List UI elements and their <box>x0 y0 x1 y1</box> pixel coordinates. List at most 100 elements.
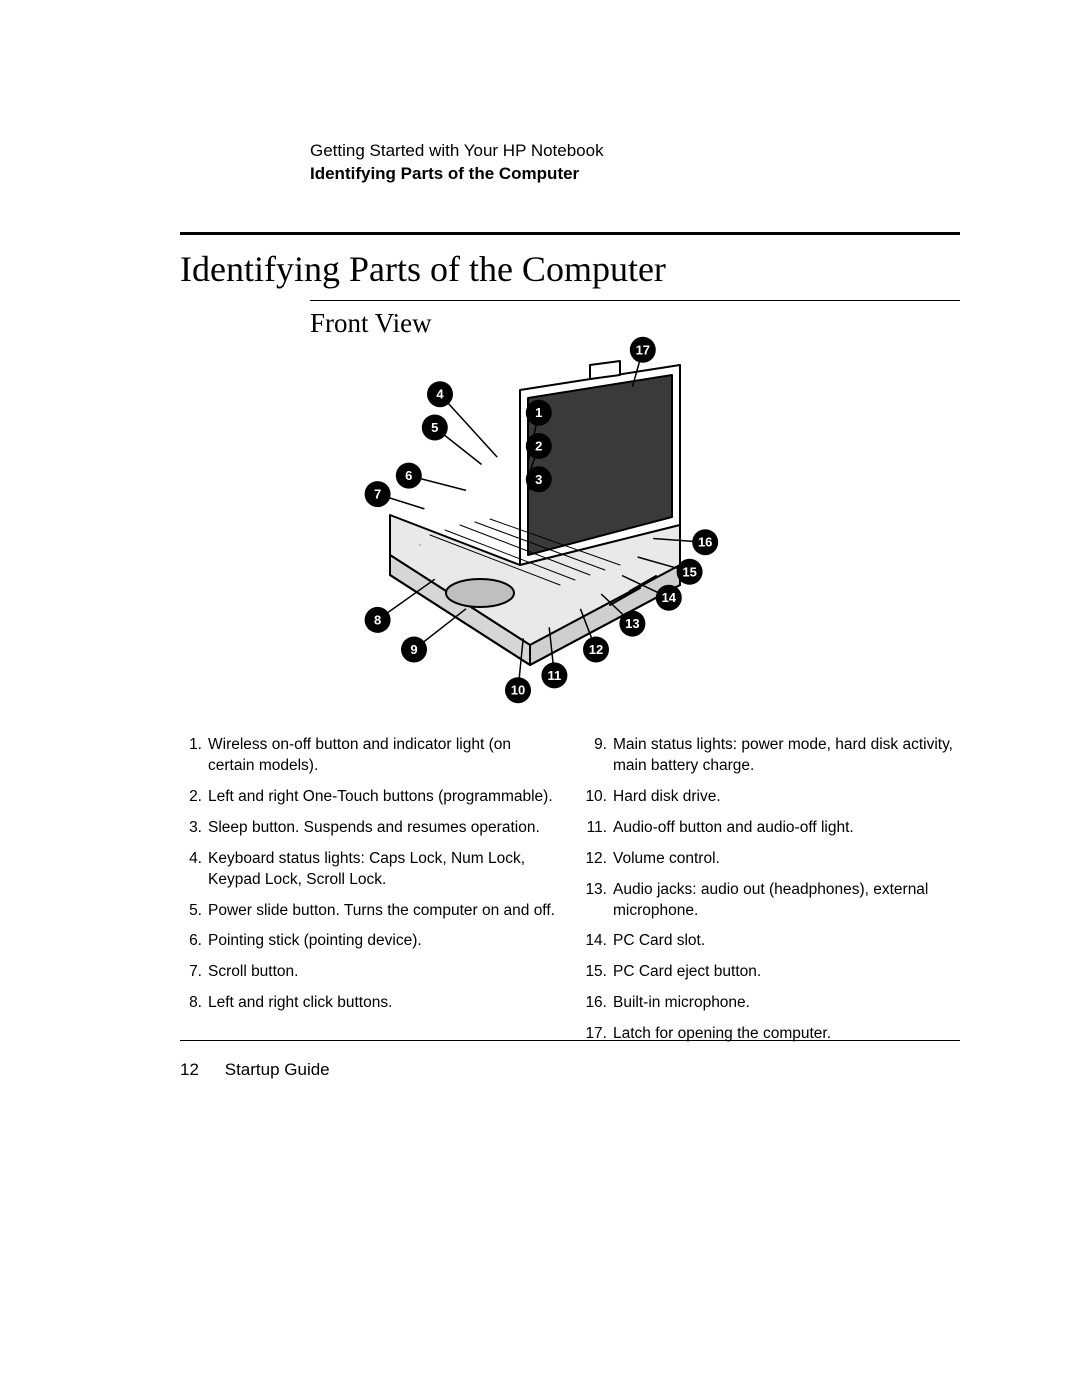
legend-item: 6.Pointing stick (pointing device). <box>180 931 555 952</box>
running-header-chapter: Getting Started with Your HP Notebook <box>310 140 604 163</box>
legend-item: 10.Hard disk drive. <box>585 787 960 808</box>
legend-item-number: 11. <box>585 818 613 839</box>
legend-item: 9.Main status lights: power mode, hard d… <box>585 735 960 777</box>
svg-text:1: 1 <box>535 405 542 420</box>
legend-item-text: Built-in microphone. <box>613 993 960 1014</box>
legend-item-text: Latch for opening the computer. <box>613 1024 960 1045</box>
legend-item: 4.Keyboard status lights: Caps Lock, Num… <box>180 849 555 891</box>
svg-text:8: 8 <box>374 612 381 627</box>
svg-text:17: 17 <box>636 342 650 357</box>
page-number: 12 <box>180 1060 220 1080</box>
svg-text:13: 13 <box>625 616 639 631</box>
footer-doc-title: Startup Guide <box>225 1060 330 1079</box>
callout-11: 11 <box>541 662 567 688</box>
legend-column-left: 1.Wireless on-off button and indicator l… <box>180 735 555 1055</box>
callout-10: 10 <box>505 677 531 703</box>
document-page: Getting Started with Your HP Notebook Id… <box>0 0 1080 1397</box>
svg-text:15: 15 <box>682 564 696 579</box>
svg-text:12: 12 <box>589 642 603 657</box>
legend-item-number: 16. <box>585 993 613 1014</box>
legend-item-number: 1. <box>180 735 208 777</box>
callout-7: 7 <box>365 481 391 507</box>
footer-rule <box>180 1040 960 1041</box>
legend-item: 7.Scroll button. <box>180 962 555 983</box>
svg-text:10: 10 <box>511 683 525 698</box>
legend-item: 11.Audio-off button and audio-off light. <box>585 818 960 839</box>
legend-item-text: Audio-off button and audio-off light. <box>613 818 960 839</box>
legend-item: 15.PC Card eject button. <box>585 962 960 983</box>
legend-item-number: 15. <box>585 962 613 983</box>
legend-columns: 1.Wireless on-off button and indicator l… <box>180 735 960 1055</box>
legend-item-text: Audio jacks: audio out (headphones), ext… <box>613 880 960 922</box>
callout-2: 2 <box>526 433 552 459</box>
legend-item-text: PC Card slot. <box>613 931 960 952</box>
callout-1: 1 <box>526 400 552 426</box>
callout-16: 16 <box>692 529 718 555</box>
svg-text:5: 5 <box>431 420 438 435</box>
legend-item: 12.Volume control. <box>585 849 960 870</box>
legend-item-text: Hard disk drive. <box>613 787 960 808</box>
callout-13: 13 <box>619 611 645 637</box>
legend-item: 3.Sleep button. Suspends and resumes ope… <box>180 818 555 839</box>
callout-17: 17 <box>630 337 656 363</box>
legend-item-text: Pointing stick (pointing device). <box>208 931 555 952</box>
legend-item-number: 9. <box>585 735 613 777</box>
laptop-diagram-svg: 1234567891011121314151617 <box>310 335 830 705</box>
legend-item: 13.Audio jacks: audio out (headphones), … <box>585 880 960 922</box>
legend-item-number: 10. <box>585 787 613 808</box>
legend-item-number: 13. <box>585 880 613 922</box>
legend-item-number: 3. <box>180 818 208 839</box>
heading-rule-thick <box>180 232 960 235</box>
legend-item-text: Wireless on-off button and indicator lig… <box>208 735 555 777</box>
legend-item-text: Main status lights: power mode, hard dis… <box>613 735 960 777</box>
legend-item-number: 8. <box>180 993 208 1014</box>
callout-5: 5 <box>422 415 448 441</box>
callout-12: 12 <box>583 637 609 663</box>
legend-item-text: Scroll button. <box>208 962 555 983</box>
legend-item-text: Left and right One-Touch buttons (progra… <box>208 787 555 808</box>
legend-item-text: Keyboard status lights: Caps Lock, Num L… <box>208 849 555 891</box>
legend-item-number: 14. <box>585 931 613 952</box>
front-view-diagram: 1234567891011121314151617 <box>310 335 830 705</box>
callout-6: 6 <box>396 463 422 489</box>
svg-text:6: 6 <box>405 468 412 483</box>
svg-text:16: 16 <box>698 535 712 550</box>
running-header-section: Identifying Parts of the Computer <box>310 163 604 186</box>
legend-item-text: Volume control. <box>613 849 960 870</box>
callout-4: 4 <box>427 381 453 407</box>
page-title: Identifying Parts of the Computer <box>180 248 666 290</box>
callout-9: 9 <box>401 637 427 663</box>
callout-15: 15 <box>677 559 703 585</box>
legend-item-number: 17. <box>585 1024 613 1045</box>
legend-column-right: 9.Main status lights: power mode, hard d… <box>585 735 960 1055</box>
legend-item: 16.Built-in microphone. <box>585 993 960 1014</box>
legend-item-number: 2. <box>180 787 208 808</box>
svg-text:3: 3 <box>535 472 542 487</box>
running-header: Getting Started with Your HP Notebook Id… <box>310 140 604 186</box>
callout-14: 14 <box>656 585 682 611</box>
legend-item-number: 12. <box>585 849 613 870</box>
legend-item-number: 6. <box>180 931 208 952</box>
svg-text:9: 9 <box>410 642 417 657</box>
svg-text:7: 7 <box>374 487 381 502</box>
legend-item-number: 4. <box>180 849 208 891</box>
legend-item: 8.Left and right click buttons. <box>180 993 555 1014</box>
callout-3: 3 <box>526 466 552 492</box>
legend-item-text: PC Card eject button. <box>613 962 960 983</box>
callout-8: 8 <box>365 607 391 633</box>
svg-text:4: 4 <box>436 387 444 402</box>
legend-item-text: Power slide button. Turns the computer o… <box>208 901 555 922</box>
heading-rule-thin <box>310 300 960 301</box>
page-footer: 12 Startup Guide <box>180 1060 330 1080</box>
legend-item-text: Sleep button. Suspends and resumes opera… <box>208 818 555 839</box>
svg-text:2: 2 <box>535 439 542 454</box>
svg-text:11: 11 <box>548 668 562 683</box>
legend-item-number: 7. <box>180 962 208 983</box>
svg-text:14: 14 <box>662 590 677 605</box>
legend-item-text: Left and right click buttons. <box>208 993 555 1014</box>
legend-item: 17.Latch for opening the computer. <box>585 1024 960 1045</box>
legend-item: 2.Left and right One-Touch buttons (prog… <box>180 787 555 808</box>
legend-item: 14.PC Card slot. <box>585 931 960 952</box>
legend-item: 1.Wireless on-off button and indicator l… <box>180 735 555 777</box>
legend-item: 5.Power slide button. Turns the computer… <box>180 901 555 922</box>
